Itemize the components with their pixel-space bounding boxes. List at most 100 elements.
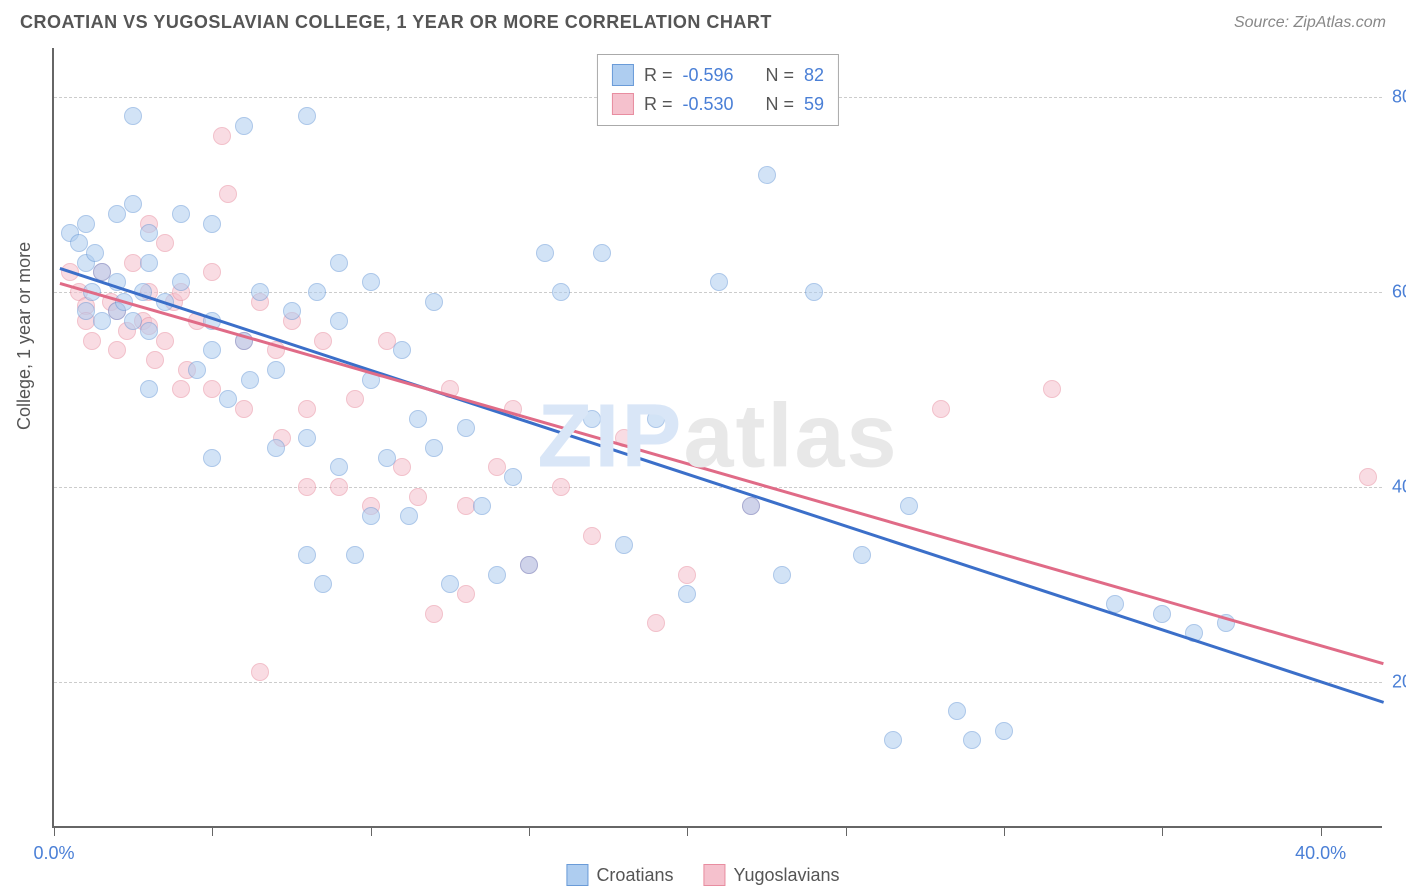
scatter-point <box>520 556 538 574</box>
scatter-point <box>742 497 760 515</box>
scatter-point <box>552 283 570 301</box>
scatter-point <box>203 449 221 467</box>
scatter-point <box>400 507 418 525</box>
scatter-point <box>219 390 237 408</box>
scatter-point <box>441 575 459 593</box>
scatter-point <box>298 400 316 418</box>
scatter-point <box>678 566 696 584</box>
scatter-point <box>963 731 981 749</box>
legend-item: Yugoslavians <box>703 864 839 886</box>
scatter-point <box>593 244 611 262</box>
scatter-point <box>298 546 316 564</box>
legend-r-label: R = <box>644 90 673 119</box>
scatter-point <box>77 215 95 233</box>
scatter-point <box>140 224 158 242</box>
x-tick <box>1162 826 1163 836</box>
chart-title: CROATIAN VS YUGOSLAVIAN COLLEGE, 1 YEAR … <box>20 12 772 33</box>
x-tick <box>371 826 372 836</box>
scatter-point <box>330 254 348 272</box>
scatter-point <box>124 195 142 213</box>
scatter-point <box>140 380 158 398</box>
scatter-point <box>393 458 411 476</box>
scatter-point <box>156 234 174 252</box>
legend-r-label: R = <box>644 61 673 90</box>
scatter-point <box>140 254 158 272</box>
x-tick <box>212 826 213 836</box>
scatter-point <box>108 341 126 359</box>
scatter-point <box>647 614 665 632</box>
scatter-point <box>283 302 301 320</box>
scatter-point <box>457 585 475 603</box>
scatter-point <box>308 283 326 301</box>
scatter-point <box>378 449 396 467</box>
scatter-point <box>805 283 823 301</box>
scatter-point <box>213 127 231 145</box>
scatter-point <box>1043 380 1061 398</box>
scatter-point <box>346 546 364 564</box>
scatter-point <box>267 361 285 379</box>
scatter-point <box>615 536 633 554</box>
scatter-point <box>203 263 221 281</box>
legend-swatch <box>612 93 634 115</box>
y-tick-label: 80.0% <box>1392 86 1406 107</box>
scatter-point <box>330 312 348 330</box>
chart-area: 20.0%40.0%60.0%80.0%0.0%40.0% ZIPatlas R… <box>52 48 1382 828</box>
scatter-point <box>146 351 164 369</box>
scatter-point <box>758 166 776 184</box>
scatter-point <box>219 185 237 203</box>
scatter-point <box>884 731 902 749</box>
legend-row: R =-0.596N =82 <box>612 61 824 90</box>
scatter-point <box>409 488 427 506</box>
scatter-point <box>948 702 966 720</box>
scatter-point <box>773 566 791 584</box>
x-tick-label: 0.0% <box>33 843 74 864</box>
scatter-point <box>83 332 101 350</box>
scatter-point <box>346 390 364 408</box>
x-tick <box>846 826 847 836</box>
scatter-point <box>156 332 174 350</box>
scatter-point <box>504 468 522 486</box>
scatter-point <box>710 273 728 291</box>
correlation-legend: R =-0.596N =82R =-0.530N =59 <box>597 54 839 126</box>
gridline <box>54 487 1382 488</box>
scatter-point <box>425 293 443 311</box>
scatter-point <box>298 429 316 447</box>
y-tick-label: 40.0% <box>1392 476 1406 497</box>
trend-line <box>60 267 1384 703</box>
scatter-point <box>1153 605 1171 623</box>
y-tick-label: 20.0% <box>1392 671 1406 692</box>
scatter-point <box>552 478 570 496</box>
scatter-point <box>235 400 253 418</box>
x-tick <box>1321 826 1322 836</box>
scatter-point <box>267 439 285 457</box>
legend-n-label: N = <box>766 90 795 119</box>
legend-label: Croatians <box>596 865 673 886</box>
scatter-point <box>314 575 332 593</box>
gridline <box>54 682 1382 683</box>
source-attribution: Source: ZipAtlas.com <box>1234 14 1386 32</box>
scatter-point <box>330 478 348 496</box>
scatter-point <box>241 371 259 389</box>
scatter-point <box>235 117 253 135</box>
scatter-point <box>409 410 427 428</box>
scatter-point <box>900 497 918 515</box>
scatter-point <box>678 585 696 603</box>
series-legend: Croatians Yugoslavians <box>566 864 839 886</box>
scatter-point <box>647 410 665 428</box>
scatter-point <box>932 400 950 418</box>
legend-n-value: 82 <box>804 61 824 90</box>
scatter-point <box>330 458 348 476</box>
scatter-point <box>140 322 158 340</box>
legend-item: Croatians <box>566 864 673 886</box>
scatter-point <box>108 205 126 223</box>
trend-line <box>60 282 1384 665</box>
legend-swatch <box>612 64 634 86</box>
scatter-point <box>473 497 491 515</box>
scatter-point <box>995 722 1013 740</box>
scatter-point <box>583 410 601 428</box>
scatter-point <box>251 663 269 681</box>
scatter-point <box>93 312 111 330</box>
plot-region: 20.0%40.0%60.0%80.0%0.0%40.0% <box>54 48 1382 826</box>
legend-row: R =-0.530N =59 <box>612 90 824 119</box>
scatter-point <box>425 439 443 457</box>
